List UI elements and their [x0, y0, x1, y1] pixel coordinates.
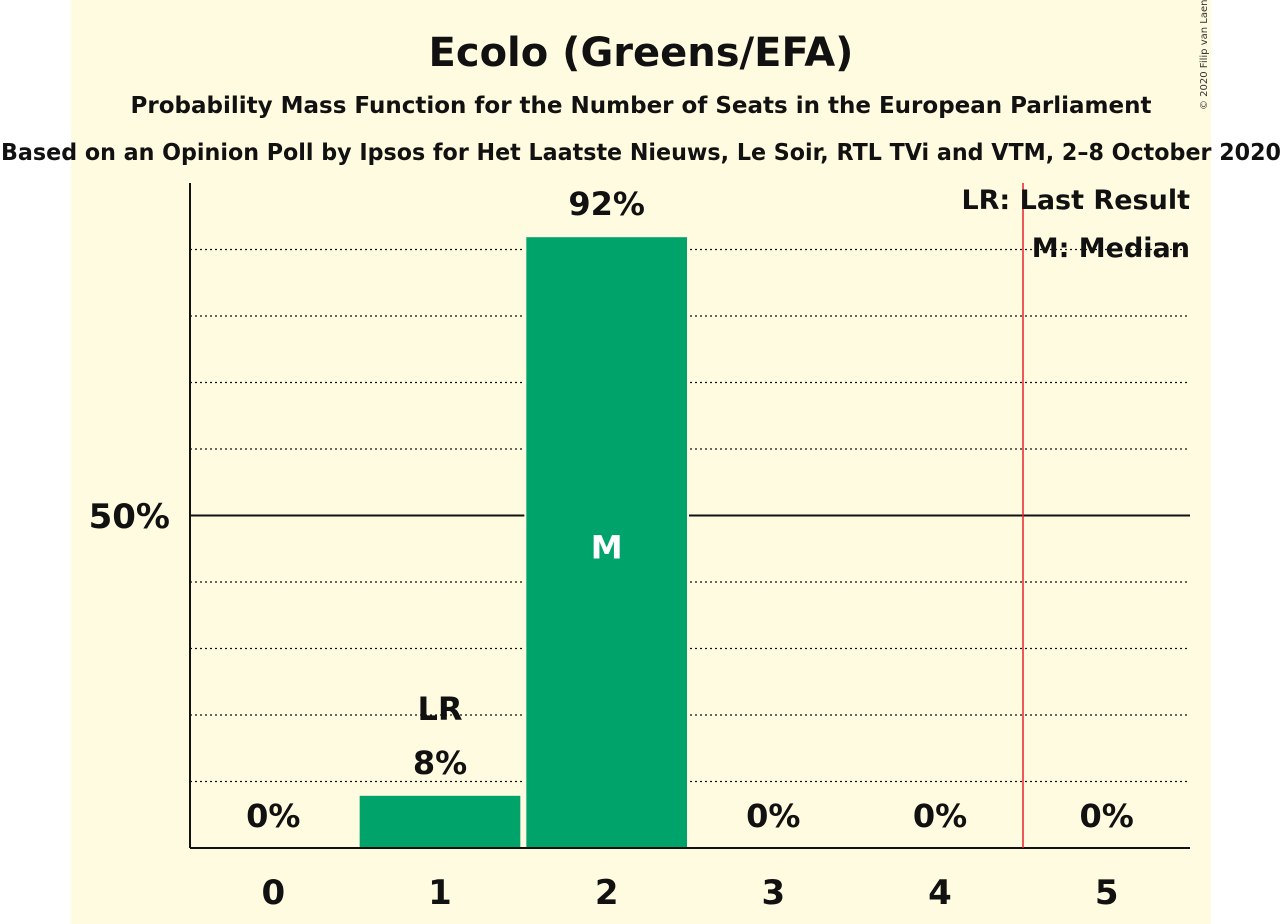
- x-tick-5: 5: [1095, 873, 1119, 913]
- value-label-seat-3: 0%: [746, 797, 800, 835]
- value-labels: 0% 8% 92% 0% 0% 0% LR M: [246, 185, 1134, 835]
- last-result-marker: LR: [417, 690, 462, 728]
- copyright-note: © 2020 Filip van Laenen: [1199, 0, 1210, 110]
- gridlines: [190, 248, 1190, 783]
- x-tick-0: 0: [261, 873, 285, 913]
- legend-last-result: LR: Last Result: [961, 185, 1190, 216]
- bars: [357, 235, 689, 849]
- x-tick-3: 3: [761, 873, 785, 913]
- chart-subtitle-poll: Based on an Opinion Poll by Ipsos for He…: [1, 140, 1281, 166]
- bar-seat-1: [357, 793, 523, 849]
- x-tick-labels: 0 1 2 3 4 5: [261, 873, 1118, 913]
- x-tick-2: 2: [595, 873, 619, 913]
- value-label-seat-5: 0%: [1080, 797, 1134, 835]
- median-marker: M: [591, 529, 623, 567]
- y-tick-label: 50%: [89, 497, 170, 537]
- chart-title: Ecolo (Greens/EFA): [429, 30, 854, 76]
- x-tick-1: 1: [428, 873, 452, 913]
- value-label-seat-0: 0%: [246, 797, 300, 835]
- legend-median: M: Median: [1032, 233, 1190, 264]
- value-label-seat-2: 92%: [568, 185, 645, 223]
- x-tick-4: 4: [928, 873, 952, 913]
- value-label-seat-1: 8%: [413, 744, 467, 782]
- chart-subtitle: Probability Mass Function for the Number…: [131, 93, 1152, 119]
- value-label-seat-4: 0%: [913, 797, 967, 835]
